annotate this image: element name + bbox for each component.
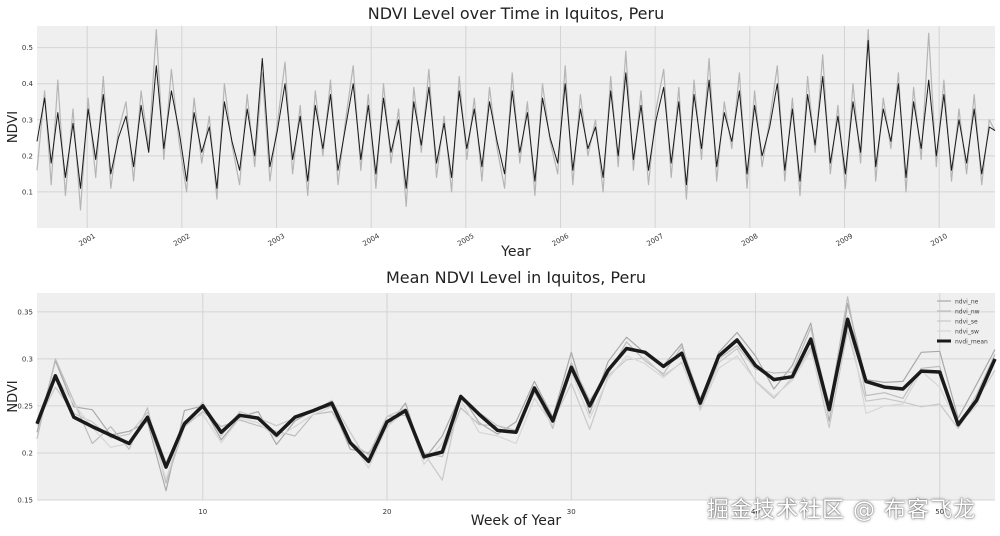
x-tick-label: 30 xyxy=(567,508,576,516)
x-tick-label: 2009 xyxy=(835,232,854,248)
x-tick-label: 2001 xyxy=(77,232,96,248)
y-tick-label: 0.3 xyxy=(22,116,33,124)
chart-ndvi-over-time: 2001 2002 2003 2004 2005 2006 2007 2008 2009 2010… xyxy=(0,0,1000,262)
x-tick-label: 2002 xyxy=(172,232,191,248)
series-line-series-1 xyxy=(36,39,996,189)
chart-title: NDVI Level over Time in Iquitos, Peru xyxy=(368,4,664,23)
y-tick-label: 0.2 xyxy=(22,152,33,160)
x-tick-label: 2007 xyxy=(645,232,664,248)
legend-entry: ndvi_ne xyxy=(955,299,979,306)
chart-mean-ndvi: 10 20 30 40 50 0.15 0.2 0.25 0.3 0.35 Mean NDVI Le… xyxy=(0,262,1000,532)
x-tick-label: 40 xyxy=(751,508,760,516)
y-tick-label: 0.15 xyxy=(17,497,33,505)
legend-entry: nvdi_mean xyxy=(955,339,988,346)
x-tick-label: 20 xyxy=(383,508,392,516)
ndvi-over-time-svg: 2001 2002 2003 2004 2005 2006 2007 2008 2009 2010… xyxy=(6,4,996,260)
x-tick-label: 2003 xyxy=(267,232,286,248)
watermark-text: 掘金技术社区 @ 布客飞龙 xyxy=(707,498,976,523)
plot-area xyxy=(37,293,995,500)
y-tick-label: 0.1 xyxy=(22,188,33,196)
y-axis-label: NDVI xyxy=(6,111,21,143)
legend-entry: ndvi_sw xyxy=(955,329,979,336)
y-tick-label: 0.3 xyxy=(22,355,33,363)
plot-area xyxy=(37,26,995,228)
x-tick-label: 50 xyxy=(935,508,944,516)
x-tick-label: 2008 xyxy=(740,232,759,248)
y-axis-label: NDVI xyxy=(6,380,21,412)
chart-title: Mean NDVI Level in Iquitos, Peru xyxy=(386,268,646,287)
x-tick-label: 2010 xyxy=(929,232,948,248)
legend-entry: ndvi_nw xyxy=(955,309,980,316)
y-tick-label: 0.35 xyxy=(17,308,33,316)
x-tick-label: 10 xyxy=(198,508,207,516)
series-line-nvdi_mean xyxy=(35,317,997,469)
x-tick-label: 2004 xyxy=(361,232,381,248)
x-tick-label: 2006 xyxy=(551,232,571,248)
y-tick-label: 0.5 xyxy=(22,44,33,52)
x-axis-label: Week of Year xyxy=(471,513,562,529)
x-tick-label: 2005 xyxy=(456,232,475,248)
mean-ndvi-svg: 10 20 30 40 50 0.15 0.2 0.25 0.3 0.35 Mean NDVI Le… xyxy=(6,268,997,529)
legend-entry: ndvi_se xyxy=(955,319,978,326)
y-tick-label: 0.25 xyxy=(17,402,33,410)
y-tick-label: 0.4 xyxy=(22,80,34,88)
y-tick-label: 0.2 xyxy=(22,449,33,457)
x-axis-label: Year xyxy=(500,244,531,260)
